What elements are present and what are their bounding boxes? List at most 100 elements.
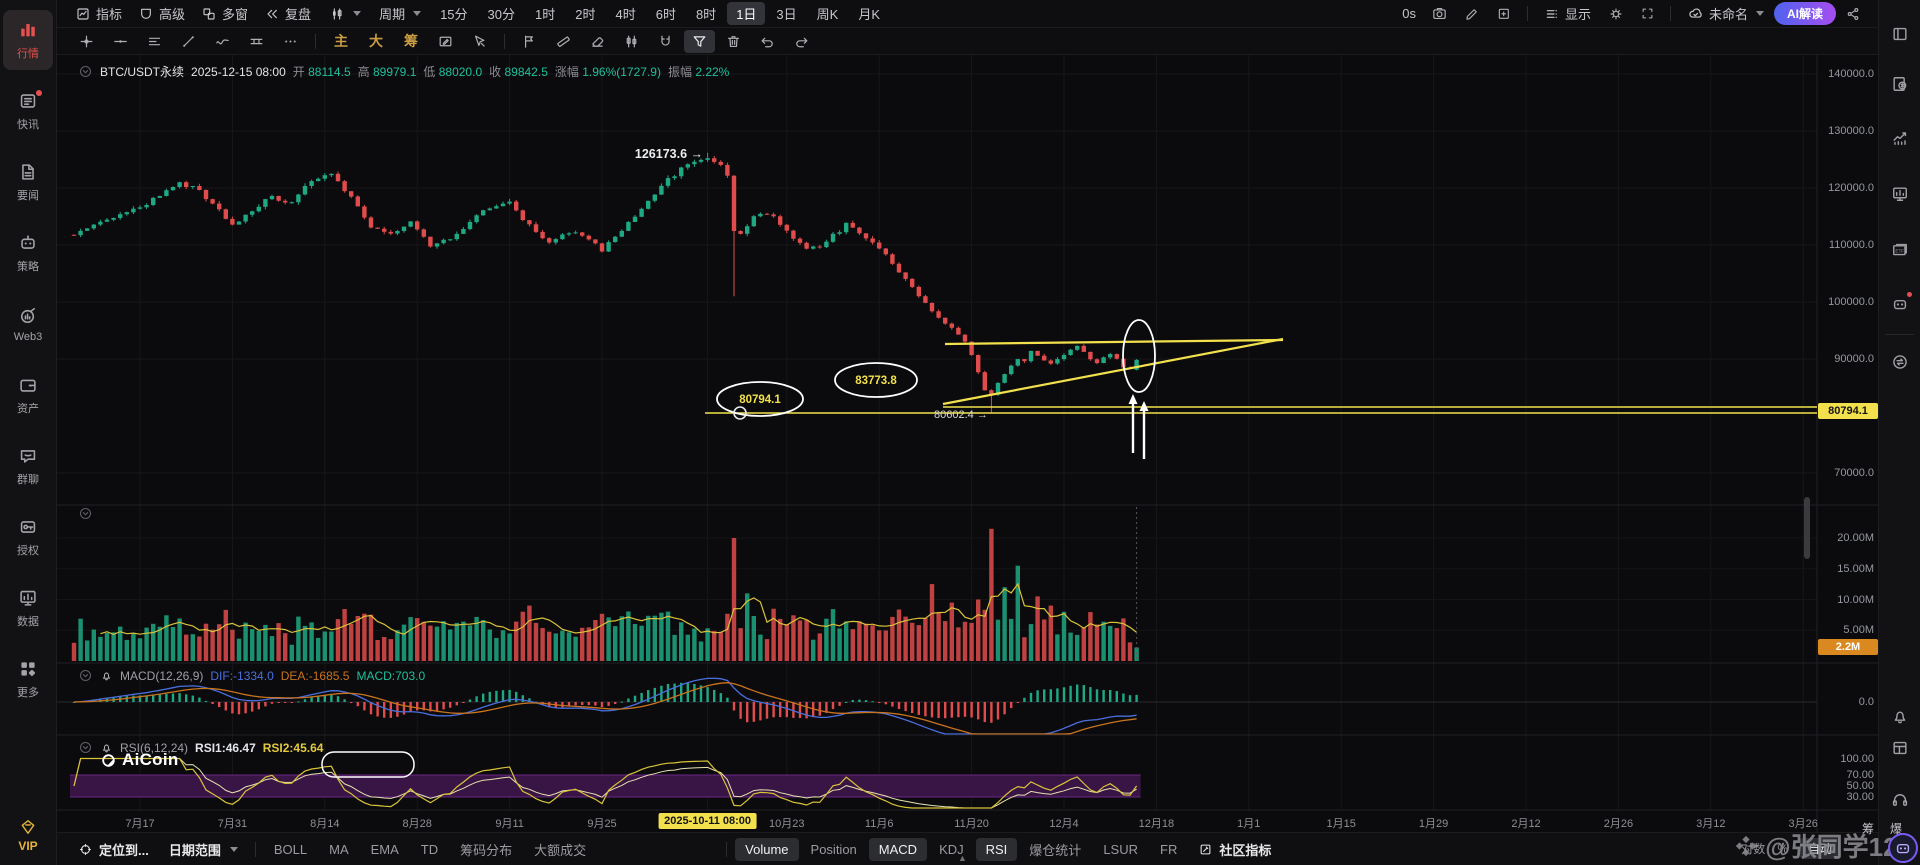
sidebar-item-shouquan[interactable]: 授权 [3, 507, 53, 567]
flag-tool-button[interactable] [514, 30, 545, 53]
collapse-icon[interactable] [78, 64, 93, 79]
rightbar-swap-button[interactable] [1890, 352, 1910, 372]
indicator-button-TD[interactable]: TD [420, 841, 439, 857]
rsi-title[interactable]: RSI(6,12,24) [120, 740, 189, 755]
sidebar-item-qunliao[interactable]: 群聊 [3, 436, 53, 496]
timeframe-周K[interactable]: 周K [816, 7, 839, 22]
axis-scrollbar-thumb[interactable] [1804, 497, 1810, 559]
timeframe-月K[interactable]: 月K [858, 7, 880, 22]
rightbar-datamon-button[interactable] [1890, 184, 1910, 204]
fullscreen-button[interactable] [1633, 3, 1662, 24]
timeframe-3日[interactable]: 3日 [776, 7, 797, 22]
timeframe-8时[interactable]: 8时 [695, 7, 717, 22]
timeframe-30分[interactable]: 30分 [487, 7, 516, 22]
gear-icon[interactable] [1601, 3, 1631, 25]
sidebar-item-shuju[interactable]: 数据 [3, 578, 53, 638]
gold-button-筹[interactable]: 筹 [404, 33, 418, 49]
screenshot-button[interactable] [1424, 2, 1455, 25]
chart-layout-button[interactable]: 未命名 [1679, 2, 1772, 25]
sidebar-item-yaowen[interactable]: 要闻 [3, 152, 53, 212]
scale-button-%[interactable]: % [1777, 841, 1788, 856]
assistant-avatar[interactable] [1888, 833, 1918, 863]
gold-button-大[interactable]: 大 [369, 33, 383, 49]
symbol-label[interactable]: BTC/USDT永续 [100, 65, 185, 79]
scale-button-自动[interactable]: 自动 [1799, 838, 1840, 859]
indicator-button-BOLL[interactable]: BOLL [273, 841, 308, 857]
timeframe-15分[interactable]: 15分 [440, 7, 468, 22]
dotsmore-tool-button[interactable] [275, 30, 306, 53]
rightbar-dollardoc-button[interactable] [1890, 74, 1910, 94]
menu-multiwindow-button[interactable]: 多窗 [193, 2, 256, 25]
ruler-tool-button[interactable] [548, 30, 579, 53]
indicator-button-大额成交[interactable]: 大额成交 [534, 842, 587, 858]
rightbar-robot-button[interactable] [1890, 294, 1910, 314]
cross-tool-button[interactable] [71, 30, 102, 53]
wave-tool-button[interactable] [207, 30, 238, 53]
diag-tool-button[interactable] [173, 30, 204, 53]
sidebar-item-gengduo[interactable]: 更多 [3, 649, 53, 709]
pane-toggle-FR[interactable]: FR [1160, 841, 1178, 857]
alert-bell-icon[interactable] [100, 669, 113, 682]
pane-toggle-MACD[interactable]: MACD [868, 837, 928, 861]
period-button[interactable]: 周期 [371, 2, 429, 25]
pane-toggle-LSUR[interactable]: LSUR [1103, 841, 1138, 857]
pane-toggle-Position[interactable]: Position [810, 841, 857, 857]
magnet-tool-button[interactable] [650, 30, 681, 53]
rightbar-bell-button[interactable] [1890, 706, 1910, 726]
timeframe-6时[interactable]: 6时 [655, 7, 676, 22]
measure-tool-button[interactable] [241, 30, 272, 53]
rightbar-headset-button[interactable] [1890, 790, 1910, 810]
collapse-icon[interactable] [78, 506, 93, 521]
timeframe-4时[interactable]: 4时 [615, 7, 636, 22]
timeframe-1时[interactable]: 1时 [535, 7, 556, 22]
editbox-tool-button[interactable] [430, 30, 461, 53]
indicator-button-筹码分布[interactable]: 筹码分布 [460, 842, 513, 858]
bottombar-expand-handle[interactable]: ▲ [958, 853, 967, 863]
menu-replay-button[interactable]: 复盘 [256, 2, 319, 25]
chip-button-筹[interactable]: 筹 [1862, 822, 1875, 836]
redo-tool-button[interactable] [786, 30, 817, 53]
sidebar-item-zichan[interactable]: 资产 [3, 365, 53, 425]
alert-bell-icon[interactable] [100, 741, 113, 754]
sidebar-item-hangqing[interactable]: 行情 [3, 10, 53, 70]
rightbar-layout-button[interactable] [1890, 738, 1910, 758]
locate-button[interactable]: 定位到... [69, 837, 158, 862]
candle-type-button[interactable] [321, 4, 369, 24]
rightbar-trend-button[interactable] [1890, 128, 1910, 148]
scale-button-对数[interactable]: 对数 [1741, 842, 1766, 856]
new-window-button[interactable] [1489, 3, 1519, 25]
sidebar-item-kuaixun[interactable]: 快讯 [3, 81, 53, 141]
rightbar-panel-button[interactable] [1890, 24, 1910, 44]
undo-tool-button[interactable] [752, 30, 783, 53]
macd-title[interactable]: MACD(12,26,9) [120, 668, 204, 683]
gold-button-主[interactable]: 主 [334, 33, 348, 49]
timeframe-1日[interactable]: 1日 [727, 2, 766, 25]
collapse-icon[interactable] [78, 668, 93, 683]
indicator-button-EMA[interactable]: EMA [370, 841, 399, 857]
funnel-tool-button[interactable] [684, 29, 715, 53]
ai-analysis-button[interactable]: AI解读 [1773, 2, 1836, 25]
pane-toggle-Volume[interactable]: Volume [735, 837, 799, 861]
menu-indicator-button[interactable]: 指标 [67, 2, 130, 25]
trash-tool-button[interactable] [718, 30, 749, 53]
display-settings-button[interactable]: 显示 [1536, 2, 1599, 25]
pane-toggle-RSI[interactable]: RSI [975, 837, 1018, 861]
sidebar-item-vip[interactable]: VIP [18, 817, 38, 853]
pointer-tool-button[interactable] [464, 30, 495, 53]
date-range-button[interactable]: 日期范围 [160, 837, 247, 862]
sidebar-item-web3[interactable]: Web3 [3, 294, 53, 354]
rightbar-etf-button[interactable]: ETF [1890, 240, 1910, 260]
timeframe-2时[interactable]: 2时 [575, 7, 596, 22]
collapse-icon[interactable] [78, 740, 93, 755]
share-button[interactable] [1838, 3, 1868, 25]
date-axis[interactable]: 7月17 7月31 8月14 8月28 9月11 9月25 2025-10-11 08:00… [0, 812, 1920, 832]
pane-toggle-爆仓统计[interactable]: 爆仓统计 [1029, 842, 1082, 858]
community-indicators-button[interactable]: 社区指标 [1189, 837, 1280, 862]
sidebar-item-celue[interactable]: 策略 [3, 223, 53, 283]
eraser-tool-button[interactable] [582, 30, 613, 53]
candlecmp-tool-button[interactable] [616, 30, 647, 53]
lines3-tool-button[interactable] [139, 30, 170, 53]
menu-advanced-button[interactable]: 高级 [130, 2, 193, 25]
hline-tool-button[interactable] [105, 30, 136, 53]
